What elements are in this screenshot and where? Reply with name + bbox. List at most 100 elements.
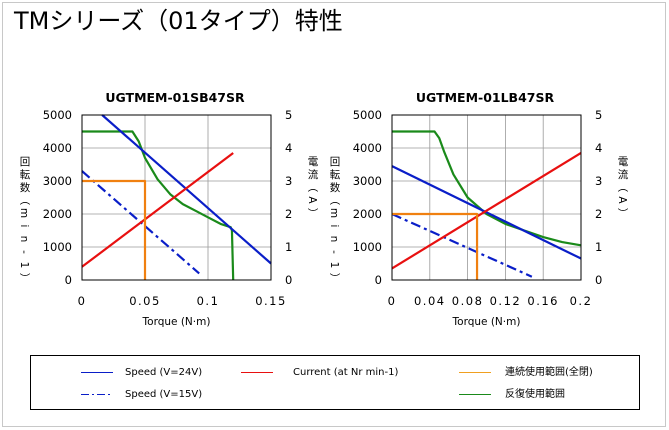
legend-item-repeated: 反復使用範囲 bbox=[459, 387, 629, 403]
legend-label-repeated: 反復使用範囲 bbox=[505, 389, 565, 400]
legend-label-current: Current (at Nr min-1) bbox=[293, 367, 399, 378]
y-axis-label-char: ） bbox=[18, 273, 30, 284]
x-tick-label: 0.2 bbox=[570, 294, 593, 308]
chart-title: UGTMEM-01SB47SR bbox=[105, 90, 245, 105]
series-line-continuous bbox=[392, 212, 479, 280]
y-tick-label-left: 5000 bbox=[43, 108, 72, 122]
y-axis-label-char: （ bbox=[328, 195, 340, 206]
plot-area bbox=[82, 115, 271, 280]
y-axis-label-char: m bbox=[328, 208, 340, 218]
legend-box: Speed (V=24V) Speed (V=15V) Current (at … bbox=[30, 355, 640, 410]
y-axis-label-left: 回転数（ m i n - 1 ） bbox=[328, 156, 341, 283]
y-tick-label-right: 2 bbox=[285, 207, 292, 221]
y-axis-label-char: - bbox=[18, 250, 30, 254]
y-axis-label-char: n bbox=[328, 236, 340, 243]
y-tick-label-right: 5 bbox=[285, 108, 292, 122]
x-tick-label: 0.04 bbox=[414, 294, 446, 308]
x-tick-label: 0 bbox=[78, 294, 87, 308]
y-axis-label-char: 回 bbox=[330, 156, 341, 168]
y-axis-label-char: - bbox=[328, 250, 340, 254]
y-axis-label-char: A bbox=[616, 196, 628, 204]
y-axis-label-char: 数 bbox=[330, 181, 341, 194]
y-tick-label-right: 0 bbox=[595, 273, 602, 287]
series-line-current bbox=[391, 152, 582, 270]
series-line-speed24 bbox=[391, 165, 582, 260]
y-axis-label-char: ） bbox=[328, 273, 340, 284]
y-axis-label-char: m bbox=[18, 208, 30, 218]
x-tick-label: 0.05 bbox=[129, 294, 161, 308]
y-axis-label-char: 転 bbox=[20, 169, 31, 181]
y-axis-label-char: 流 bbox=[308, 168, 319, 181]
y-tick-label-right: 1 bbox=[285, 240, 292, 254]
y-axis-label-char: 回 bbox=[20, 156, 31, 168]
y-axis-label-char: 電 bbox=[618, 156, 629, 168]
series-line-speed15 bbox=[391, 212, 533, 278]
y-tick-label-left: 1000 bbox=[353, 240, 382, 254]
y-axis-label-char: 電 bbox=[308, 156, 319, 168]
legend-item-speed15: Speed (V=15V) bbox=[81, 387, 231, 403]
plot-border bbox=[81, 114, 272, 281]
legend-swatch-continuous bbox=[459, 372, 491, 373]
y-tick-label-right: 1 bbox=[595, 240, 602, 254]
y-tick-label-left: 2000 bbox=[353, 207, 382, 221]
legend-label-speed15: Speed (V=15V) bbox=[125, 389, 203, 400]
x-tick-label: 0.15 bbox=[255, 294, 287, 308]
y-axis-label-right: 電流（ A ） bbox=[616, 156, 629, 218]
y-axis-label-char: i bbox=[18, 225, 30, 228]
legend-swatch-speed15 bbox=[81, 394, 113, 395]
y-tick-label-left: 3000 bbox=[43, 174, 72, 188]
y-axis-label-char: （ bbox=[306, 182, 318, 193]
y-tick-label-left: 2000 bbox=[43, 207, 72, 221]
y-axis-label-char: （ bbox=[616, 182, 628, 193]
x-tick-label: 0.16 bbox=[527, 294, 559, 308]
x-tick-label: 0.12 bbox=[490, 294, 522, 308]
y-tick-label-left: 4000 bbox=[43, 141, 72, 155]
y-axis-label-right: 電流（ A ） bbox=[306, 156, 319, 218]
y-tick-label-right: 3 bbox=[595, 174, 602, 188]
series-line-repeated bbox=[392, 130, 582, 247]
y-tick-label-right: 0 bbox=[285, 273, 292, 287]
legend-item-continuous: 連続使用範囲(全閉) bbox=[459, 365, 629, 381]
y-tick-label-left: 0 bbox=[375, 273, 382, 287]
y-tick-label-left: 5000 bbox=[353, 108, 382, 122]
y-tick-label-right: 4 bbox=[595, 141, 602, 155]
y-axis-label-char: （ bbox=[18, 195, 30, 206]
legend-item-current: Current (at Nr min-1) bbox=[241, 365, 431, 381]
x-tick-label: 0 bbox=[388, 294, 397, 308]
y-tick-label-left: 3000 bbox=[353, 174, 382, 188]
y-tick-label-left: 1000 bbox=[43, 240, 72, 254]
series-line-continuous bbox=[82, 179, 147, 280]
x-axis-label: Torque (N·m) bbox=[142, 316, 211, 328]
y-axis-label-char: ） bbox=[616, 208, 628, 219]
legend-label-speed24: Speed (V=24V) bbox=[125, 367, 203, 378]
y-axis-label-char: n bbox=[18, 236, 30, 243]
y-tick-label-right: 3 bbox=[285, 174, 292, 188]
chart-title: UGTMEM-01LB47SR bbox=[416, 90, 555, 105]
y-axis-label-char: A bbox=[306, 196, 318, 204]
x-axis-label: Torque (N·m) bbox=[452, 316, 521, 328]
legend-swatch-speed24 bbox=[81, 372, 113, 373]
y-tick-label-right: 4 bbox=[285, 141, 292, 155]
legend-label-continuous: 連続使用範囲(全閉) bbox=[505, 367, 593, 378]
y-axis-label-char: 流 bbox=[618, 168, 629, 181]
y-tick-label-right: 2 bbox=[595, 207, 602, 221]
x-tick-label: 0.08 bbox=[452, 294, 484, 308]
y-tick-label-right: 5 bbox=[595, 108, 602, 122]
page-title: TMシリーズ（01タイプ）特性 bbox=[14, 7, 343, 35]
y-axis-label-char: ） bbox=[306, 208, 318, 219]
y-tick-label-left: 4000 bbox=[353, 141, 382, 155]
y-tick-label-left: 0 bbox=[65, 273, 72, 287]
y-axis-label-left: 回転数（ m i n - 1 ） bbox=[18, 156, 31, 283]
legend-item-speed24: Speed (V=24V) bbox=[81, 365, 231, 381]
x-tick-label: 0.1 bbox=[197, 294, 220, 308]
series-line-current bbox=[81, 152, 234, 268]
y-axis-label-char: 転 bbox=[330, 169, 341, 181]
y-axis-label-char: 数 bbox=[20, 181, 31, 194]
legend-swatch-repeated bbox=[459, 394, 491, 395]
plot-area bbox=[392, 115, 581, 280]
y-axis-label-char: 1 bbox=[328, 262, 340, 269]
y-axis-label-char: 1 bbox=[18, 262, 30, 269]
legend-swatch-current bbox=[241, 372, 273, 373]
